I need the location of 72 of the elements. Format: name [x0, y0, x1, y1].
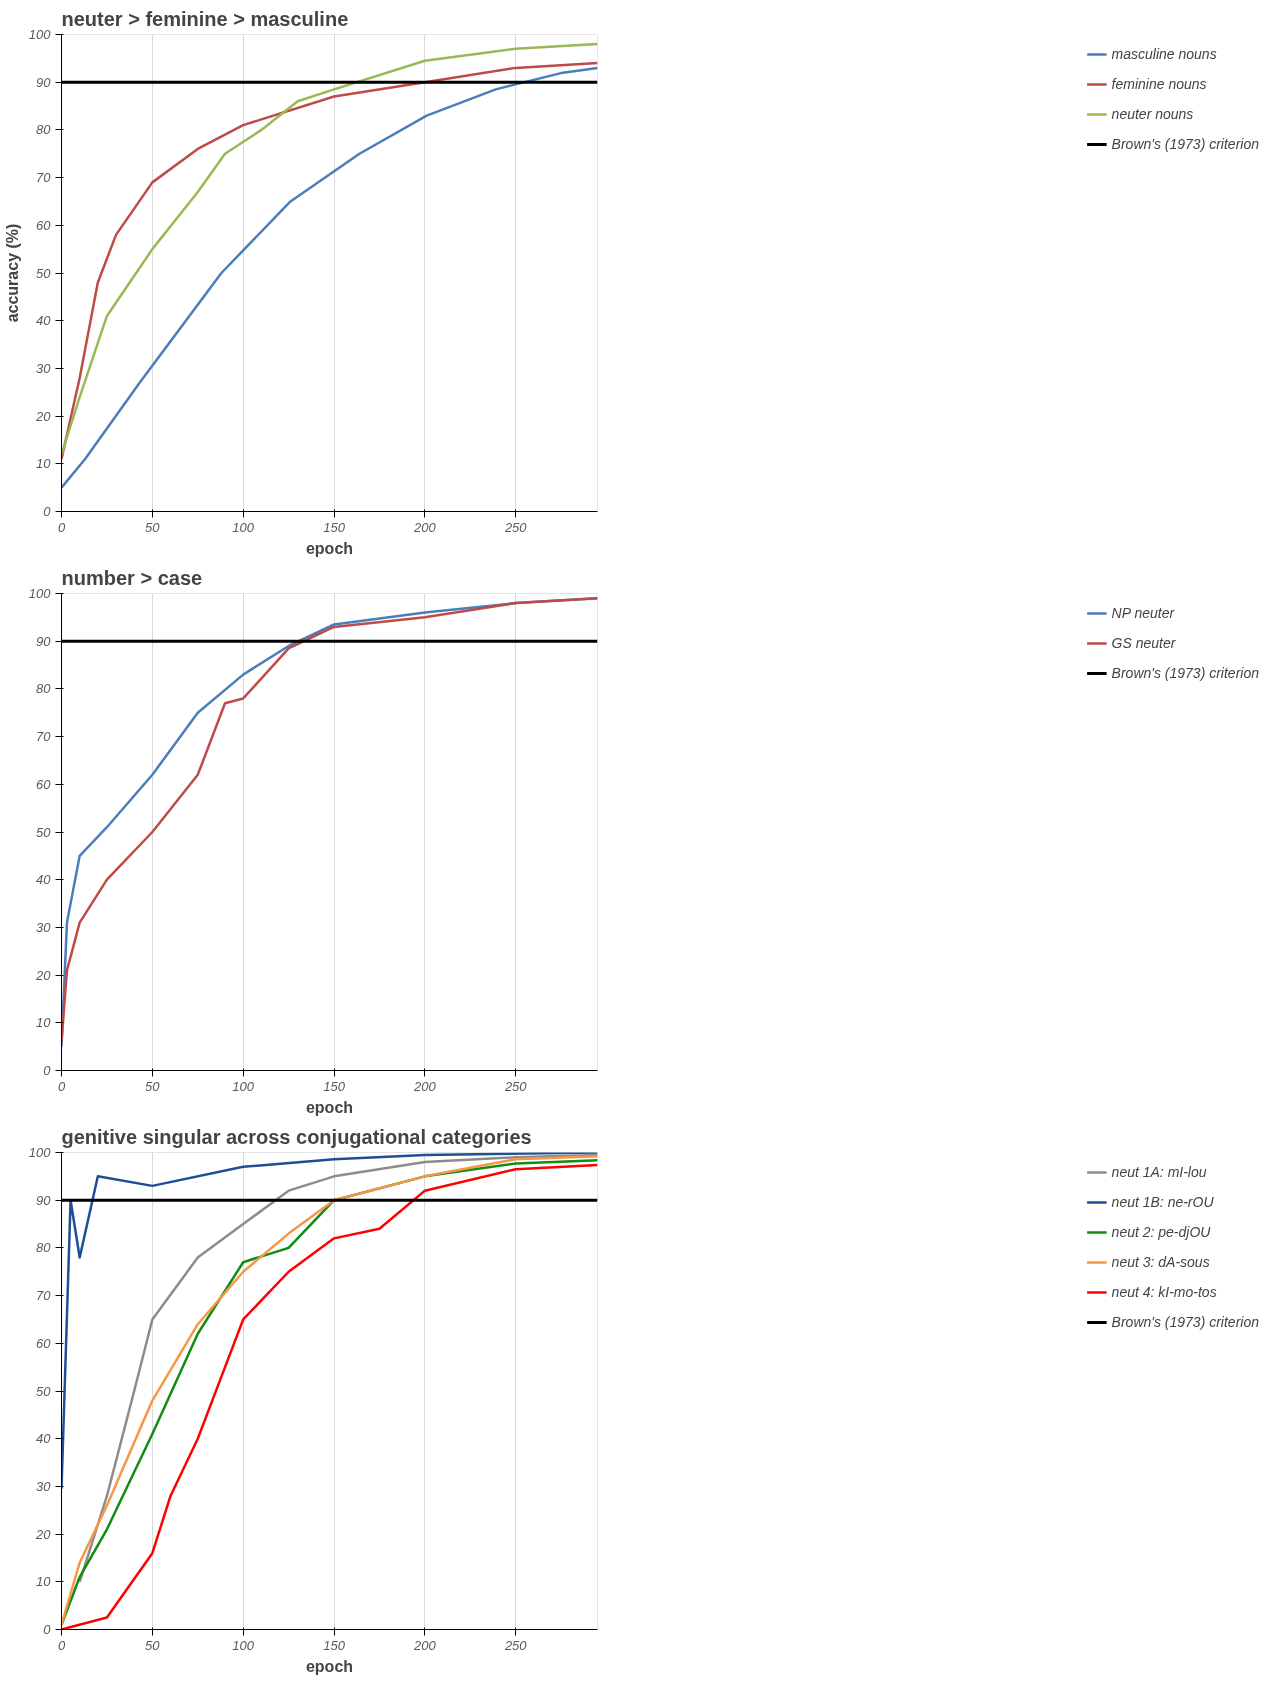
y-tick-label: 10 [36, 1015, 52, 1031]
y-tick-label: 70 [36, 1288, 52, 1304]
legend-label: neut 1B: ne-rOU [1111, 1194, 1214, 1210]
y-tick-label: 20 [35, 408, 52, 424]
y-tick-label: 90 [36, 74, 52, 90]
y-tick-label: 60 [36, 1335, 52, 1351]
y-tick-label: 50 [36, 824, 52, 840]
x-tick-label: 50 [145, 1078, 161, 1094]
legend-label: Brown's (1973) criterion [1111, 1314, 1259, 1330]
y-tick-label: 70 [36, 729, 52, 745]
legend-label: GS neuter [1111, 635, 1176, 651]
y-tick-label: 20 [35, 1526, 52, 1542]
y-tick-label: 0 [43, 504, 52, 519]
x-tick-label: 250 [503, 1637, 528, 1653]
y-tick-label: 90 [36, 1192, 52, 1208]
x-tick-label: 50 [145, 1637, 161, 1653]
y-tick-label: 40 [36, 1431, 52, 1447]
x-tick-label: 0 [57, 1078, 66, 1094]
chart-title: neuter > feminine > masculine [61, 7, 349, 30]
y-tick-label: 80 [36, 1240, 52, 1256]
y-tick-label: 100 [28, 586, 52, 601]
x-tick-label: 100 [232, 519, 255, 535]
legend-label: Brown's (1973) criterion [1111, 136, 1259, 152]
y-axis-title: accuracy (%) [3, 223, 21, 323]
legend-label: feminine nouns [1111, 76, 1207, 92]
line-series [61, 1152, 598, 1491]
x-tick-label: 150 [323, 1078, 346, 1094]
x-axis-title: epoch [305, 1657, 354, 1675]
x-tick-label: 250 [503, 1078, 528, 1094]
x-tick-label: 150 [323, 1637, 346, 1653]
y-tick-label: 0 [43, 1063, 52, 1078]
legend-label: NP neuter [1111, 605, 1175, 621]
x-tick-label: 200 [413, 519, 437, 535]
chart-title: genitive singular across conjugational categories [61, 1125, 532, 1148]
x-tick-label: 0 [57, 519, 66, 535]
y-tick-label: 30 [36, 1478, 52, 1494]
x-tick-label: 200 [413, 1637, 437, 1653]
x-tick-label: 0 [57, 1637, 66, 1653]
y-tick-label: 10 [36, 456, 52, 472]
y-tick-label: 90 [36, 633, 52, 649]
y-tick-label: 70 [36, 170, 52, 186]
x-tick-label: 250 [503, 519, 528, 535]
y-tick-label: 40 [36, 872, 52, 888]
y-tick-label: 30 [36, 919, 52, 935]
y-tick-label: 0 [43, 1622, 52, 1637]
legend-label: neut 4: kI-mo-tos [1111, 1284, 1217, 1300]
y-tick-label: 20 [35, 967, 52, 983]
y-tick-label: 50 [36, 1383, 52, 1399]
legend-label: neut 1A: mI-lou [1111, 1164, 1207, 1180]
x-tick-label: 150 [323, 519, 346, 535]
legend-label: neuter nouns [1111, 106, 1194, 122]
x-tick-label: 100 [232, 1637, 255, 1653]
y-tick-label: 100 [28, 1145, 52, 1160]
x-tick-label: 100 [232, 1078, 255, 1094]
y-tick-label: 60 [36, 217, 52, 233]
y-tick-label: 10 [36, 1574, 52, 1590]
chart-title: number > case [61, 566, 203, 589]
y-tick-label: 40 [36, 313, 52, 329]
legend-label: masculine nouns [1111, 46, 1217, 62]
y-tick-label: 50 [36, 265, 52, 281]
x-axis-title: epoch [305, 539, 354, 557]
x-axis-title: epoch [305, 1098, 354, 1116]
y-tick-label: 100 [28, 27, 52, 42]
y-tick-label: 80 [36, 122, 52, 138]
x-tick-label: 50 [145, 519, 161, 535]
legend-label: Brown's (1973) criterion [1111, 665, 1259, 681]
x-tick-label: 200 [413, 1078, 437, 1094]
y-tick-label: 80 [36, 681, 52, 697]
legend-label: neut 2: pe-djOU [1111, 1224, 1211, 1240]
legend-label: neut 3: dA-sous [1111, 1254, 1210, 1270]
y-tick-label: 30 [36, 360, 52, 376]
y-tick-label: 60 [36, 776, 52, 792]
